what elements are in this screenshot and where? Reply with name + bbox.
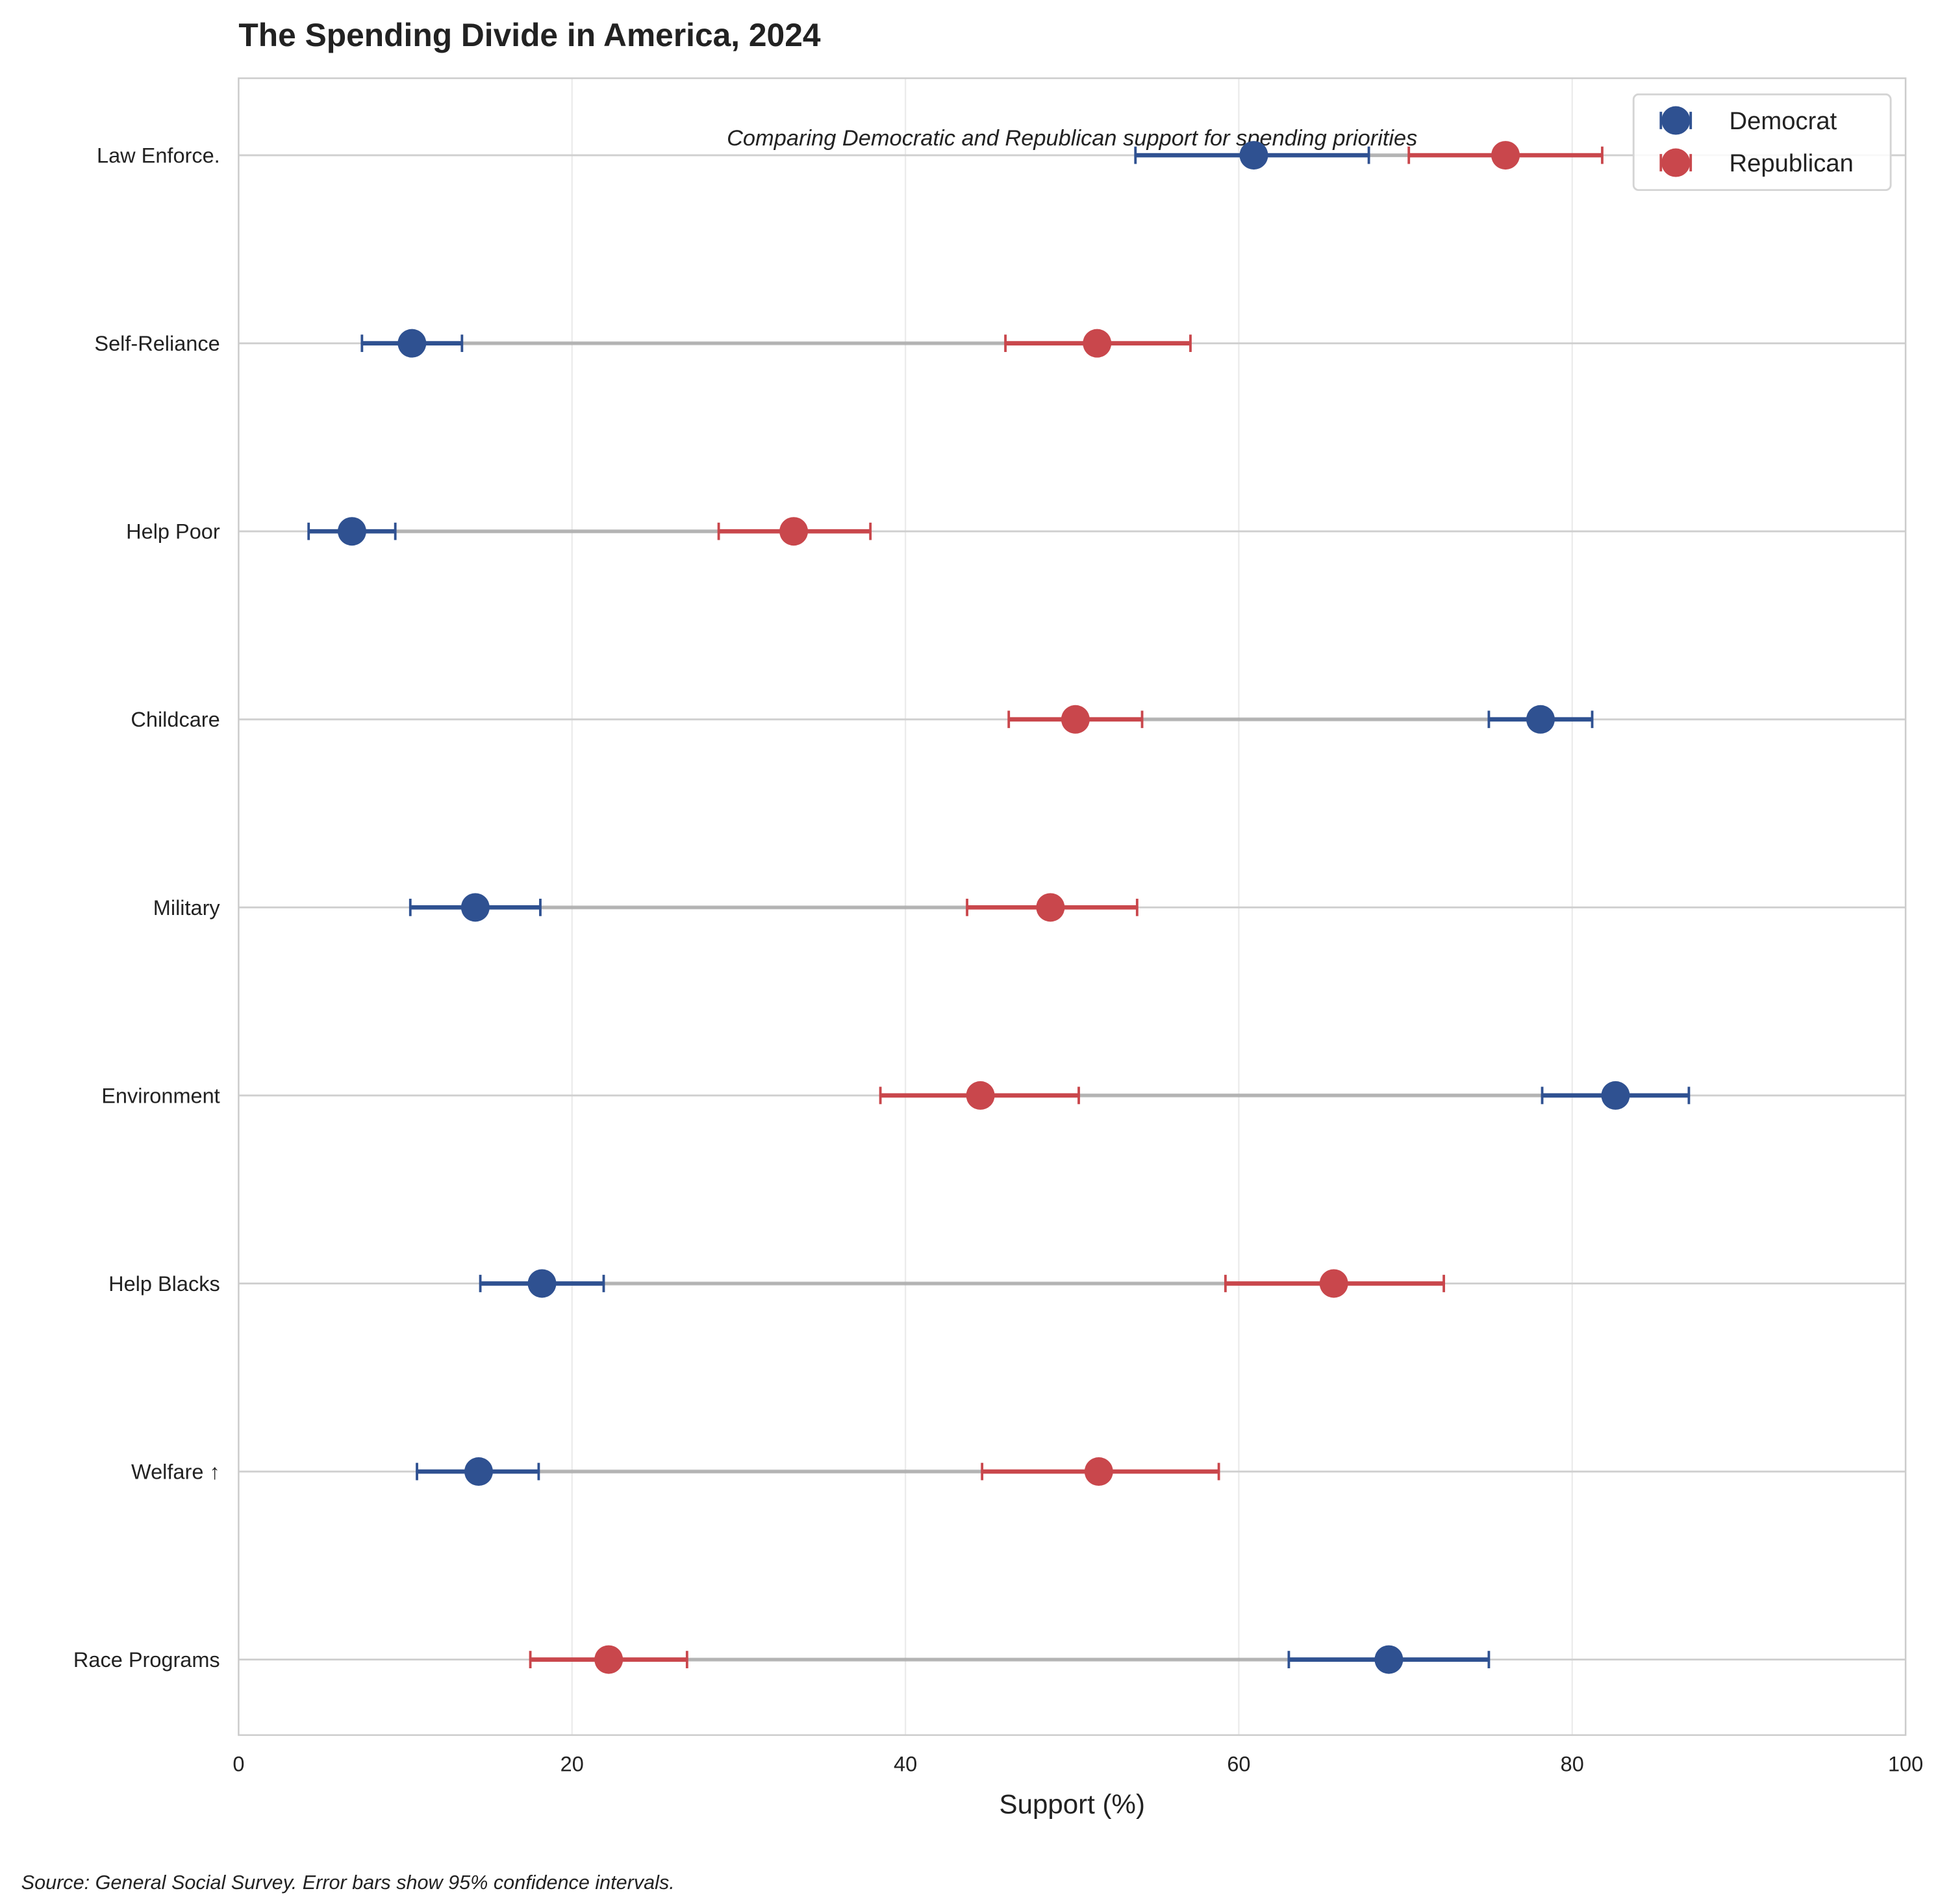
x-tick-label: 100 — [1888, 1752, 1923, 1775]
marks — [307, 141, 1691, 1674]
data-point — [1036, 893, 1065, 922]
data-point — [527, 1269, 557, 1298]
legend-item-democrat: Democrat — [1659, 106, 1837, 135]
data-point — [1601, 1081, 1630, 1110]
data-point — [1083, 329, 1112, 358]
data-point — [1526, 705, 1555, 734]
y-tick-label: Military — [153, 896, 221, 920]
republican-point — [1224, 1269, 1446, 1298]
y-tick-label: Childcare — [131, 708, 220, 731]
legend-label: Democrat — [1730, 107, 1837, 135]
y-tick-label: Environment — [101, 1084, 220, 1107]
democrat-point — [360, 329, 464, 358]
legend-box — [1632, 93, 1892, 192]
data-point — [1084, 1457, 1113, 1486]
legend-marker-icon — [1661, 148, 1691, 177]
x-tick-label: 80 — [1561, 1752, 1584, 1775]
republican-point — [981, 1457, 1220, 1486]
x-tick-label: 40 — [894, 1752, 917, 1775]
y-tick-label: Race Programs — [73, 1648, 220, 1672]
democrat-point — [1134, 141, 1370, 170]
data-point — [1319, 1269, 1348, 1298]
y-tick-label: Help Blacks — [108, 1272, 220, 1296]
republican-point — [529, 1645, 688, 1674]
x-axis-label: Support (%) — [1000, 1788, 1145, 1819]
republican-point — [966, 893, 1139, 922]
data-point — [460, 893, 490, 922]
data-point — [779, 517, 809, 546]
data-point — [594, 1645, 623, 1674]
x-tick-label: 20 — [560, 1752, 584, 1775]
data-point — [464, 1457, 493, 1486]
democrat-point — [1541, 1081, 1691, 1110]
democrat-point — [409, 893, 542, 922]
democrat-point — [479, 1269, 605, 1298]
y-tick-label: Help Poor — [126, 520, 220, 544]
democrat-point — [416, 1457, 540, 1486]
x-tick-label: 60 — [1227, 1752, 1250, 1775]
chart-subtitle: Comparing Democratic and Republican supp… — [727, 126, 1417, 151]
republican-point — [1007, 705, 1144, 734]
data-point — [1374, 1645, 1403, 1674]
x-tick-label: 0 — [233, 1752, 244, 1775]
data-point — [337, 517, 366, 546]
republican-point — [717, 517, 872, 546]
democrat-point — [1487, 705, 1594, 734]
footnote: Source: General Social Survey. Error bar… — [21, 1872, 675, 1894]
plot-frame — [238, 77, 1907, 1736]
data-point — [1239, 141, 1268, 170]
y-tick-label: Welfare ↑ — [131, 1460, 220, 1484]
data-point — [1491, 141, 1520, 170]
x-ticks: 0 20 40 60 80 100 — [233, 1752, 1923, 1775]
data-point — [966, 1081, 995, 1110]
republican-point — [879, 1081, 1080, 1110]
legend: Democrat Republican — [1632, 93, 1892, 192]
legend-label: Republican — [1730, 149, 1854, 177]
chart-title: The Spending Divide in America, 2024 — [238, 17, 820, 53]
legend-marker-icon — [1661, 106, 1691, 135]
data-point — [1061, 705, 1090, 734]
democrat-point — [1287, 1645, 1491, 1674]
republican-point — [1004, 329, 1192, 358]
y-tick-label: Self-Reliance — [94, 332, 220, 355]
y-tick-label: Law Enforce. — [97, 144, 220, 168]
republican-point — [1407, 141, 1604, 170]
democrat-point — [307, 517, 397, 546]
legend-item-republican: Republican — [1659, 148, 1854, 177]
data-point — [397, 329, 427, 358]
